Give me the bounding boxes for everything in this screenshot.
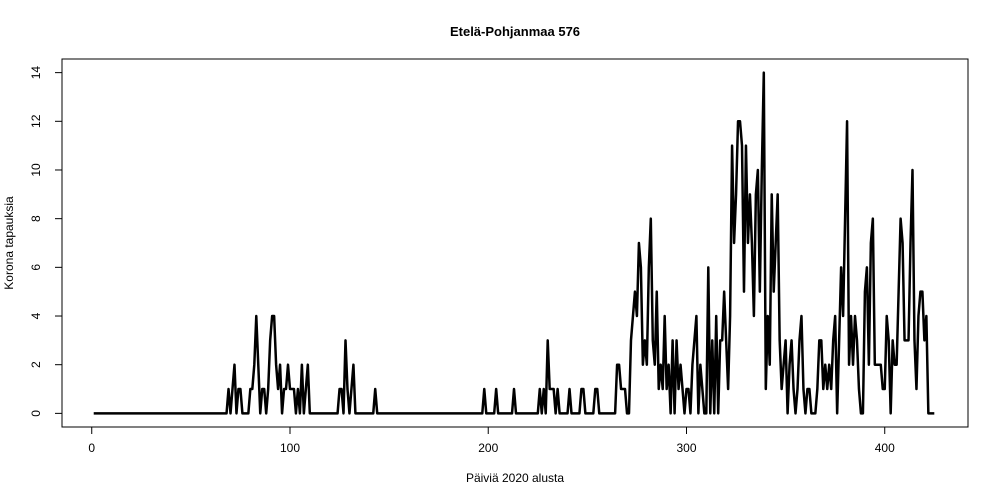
x-tick-label: 0	[88, 441, 95, 455]
x-tick-label: 200	[478, 441, 498, 455]
x-tick-label: 300	[676, 441, 696, 455]
y-tick-label: 8	[29, 215, 43, 222]
y-tick-label: 14	[29, 66, 43, 80]
y-tick-label: 12	[29, 114, 43, 128]
x-tick-label: 400	[875, 441, 895, 455]
y-tick-label: 0	[29, 410, 43, 417]
data-line	[93, 71, 935, 415]
y-tick-label: 10	[29, 163, 43, 177]
y-tick-label: 2	[29, 361, 43, 368]
plot-box	[61, 58, 969, 428]
y-axis-label: Korona tapauksia	[2, 196, 16, 290]
y-tick-label: 6	[29, 264, 43, 271]
x-tick-label: 100	[280, 441, 300, 455]
x-axis-label: Päiviä 2020 alusta	[466, 471, 564, 485]
y-tick-label: 4	[29, 312, 43, 319]
chart-title: Etelä-Pohjanmaa 576	[450, 24, 580, 39]
